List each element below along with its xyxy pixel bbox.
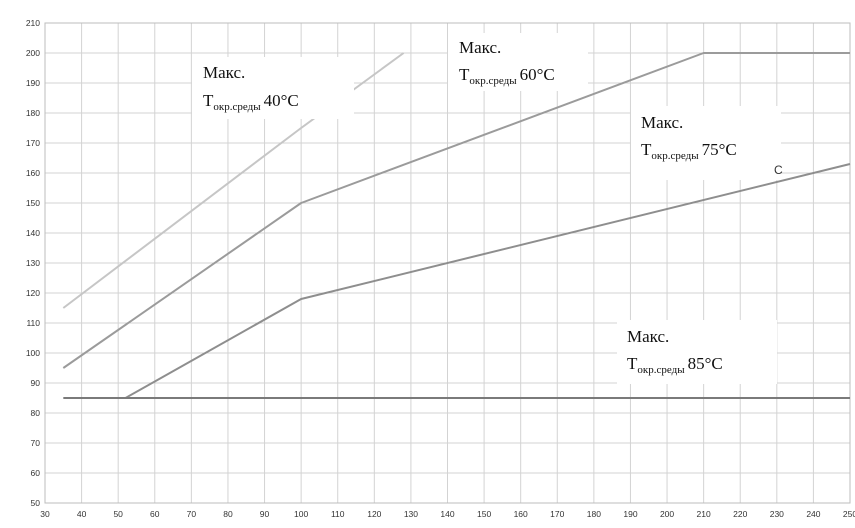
- series-line-2: [125, 163, 851, 399]
- y-tick-label: 80: [31, 408, 41, 418]
- annotation-60-box: [448, 33, 588, 91]
- annotation-40: Макс. Tокр.среды 40°C: [192, 57, 354, 119]
- y-tick-label: 210: [26, 18, 40, 28]
- annotation-40-line1: Макс.: [203, 63, 245, 82]
- plot-border: [44, 22, 851, 504]
- annotation-60-value: 60°C: [520, 65, 555, 84]
- annotation-85-line1: Макс.: [627, 327, 669, 346]
- x-tick-label: 150: [477, 509, 491, 519]
- annotation-85: Макс. Tокр.среды 85°C: [617, 320, 777, 384]
- y-tick-label: 160: [26, 168, 40, 178]
- annotation-40-symbol: T: [203, 91, 214, 110]
- y-tick-label: 140: [26, 228, 40, 238]
- y-tick-label: 70: [31, 438, 41, 448]
- y-tick-label: 170: [26, 138, 40, 148]
- x-tick-label: 120: [367, 509, 381, 519]
- annotation-60-subscript: окр.среды: [469, 75, 517, 87]
- annotation-60-line2: Tокр.среды 60°C: [459, 65, 555, 87]
- x-tick-label: 190: [623, 509, 637, 519]
- x-tick-label: 30: [40, 509, 50, 519]
- x-tick-label: 130: [404, 509, 418, 519]
- x-tick-label: 60: [150, 509, 160, 519]
- y-tick-label: 120: [26, 288, 40, 298]
- annotation-75-line2: Tокр.среды 75°C: [641, 140, 737, 162]
- annotation-85-box: [617, 320, 777, 384]
- x-tick-label: 220: [733, 509, 747, 519]
- grid: [44, 22, 851, 504]
- x-tick-label: 50: [113, 509, 123, 519]
- y-tick-label: 180: [26, 108, 40, 118]
- annotation-75: Макс. Tокр.среды 75°C C: [631, 106, 783, 180]
- y-tick-labels: 50 60 70 80 90 100 110 120 130 140 150 160 170 180 190…: [26, 18, 40, 508]
- x-tick-label: 250: [843, 509, 855, 519]
- x-tick-label: 210: [697, 509, 711, 519]
- x-tick-label: 240: [806, 509, 820, 519]
- y-tick-label: 200: [26, 48, 40, 58]
- annotation-85-line2: Tокр.среды 85°C: [627, 354, 723, 376]
- x-tick-label: 160: [514, 509, 528, 519]
- y-tick-label: 110: [26, 318, 40, 328]
- annotation-75-line1: Макс.: [641, 113, 683, 132]
- series-line-1: [62, 52, 850, 369]
- x-tick-labels: 30 40 50 60 70 80 90 100 110 120 130 140 150 160 170 18…: [40, 509, 855, 519]
- x-tick-label: 80: [223, 509, 233, 519]
- annotation-60-symbol: T: [459, 65, 470, 84]
- annotation-60: Макс. Tокр.среды 60°C: [448, 33, 588, 91]
- y-tick-label: 190: [26, 78, 40, 88]
- annotation-75-value: 75°C: [702, 140, 737, 159]
- annotation-40-subscript: окр.среды: [213, 101, 261, 113]
- annotation-75-subscript: окр.среды: [651, 150, 699, 162]
- y-tick-label: 50: [31, 498, 41, 508]
- x-tick-label: 40: [77, 509, 87, 519]
- annotation-85-value: 85°C: [688, 354, 723, 373]
- stray-label: C: [774, 163, 783, 177]
- series-group: [62, 52, 851, 399]
- x-tick-label: 230: [770, 509, 784, 519]
- x-tick-label: 200: [660, 509, 674, 519]
- annotation-75-symbol: T: [641, 140, 652, 159]
- annotation-60-line1: Макс.: [459, 38, 501, 57]
- x-tick-label: 100: [294, 509, 308, 519]
- annotation-75-box: [631, 106, 781, 180]
- y-tick-label: 60: [31, 468, 41, 478]
- x-tick-label: 70: [187, 509, 197, 519]
- annotation-40-box: [192, 57, 354, 119]
- x-tick-label: 140: [440, 509, 454, 519]
- x-tick-label: 90: [260, 509, 270, 519]
- annotation-40-line2: Tокр.среды 40°C: [203, 91, 299, 113]
- y-tick-label: 100: [26, 348, 40, 358]
- x-tick-label: 110: [331, 509, 345, 519]
- series-line-0: [62, 52, 405, 309]
- x-tick-label: 170: [550, 509, 564, 519]
- x-tick-label: 180: [587, 509, 601, 519]
- y-tick-label: 90: [31, 378, 41, 388]
- y-tick-label: 130: [26, 258, 40, 268]
- annotation-85-symbol: T: [627, 354, 638, 373]
- y-tick-label: 150: [26, 198, 40, 208]
- annotation-40-value: 40°C: [264, 91, 299, 110]
- annotation-85-subscript: окр.среды: [637, 364, 685, 376]
